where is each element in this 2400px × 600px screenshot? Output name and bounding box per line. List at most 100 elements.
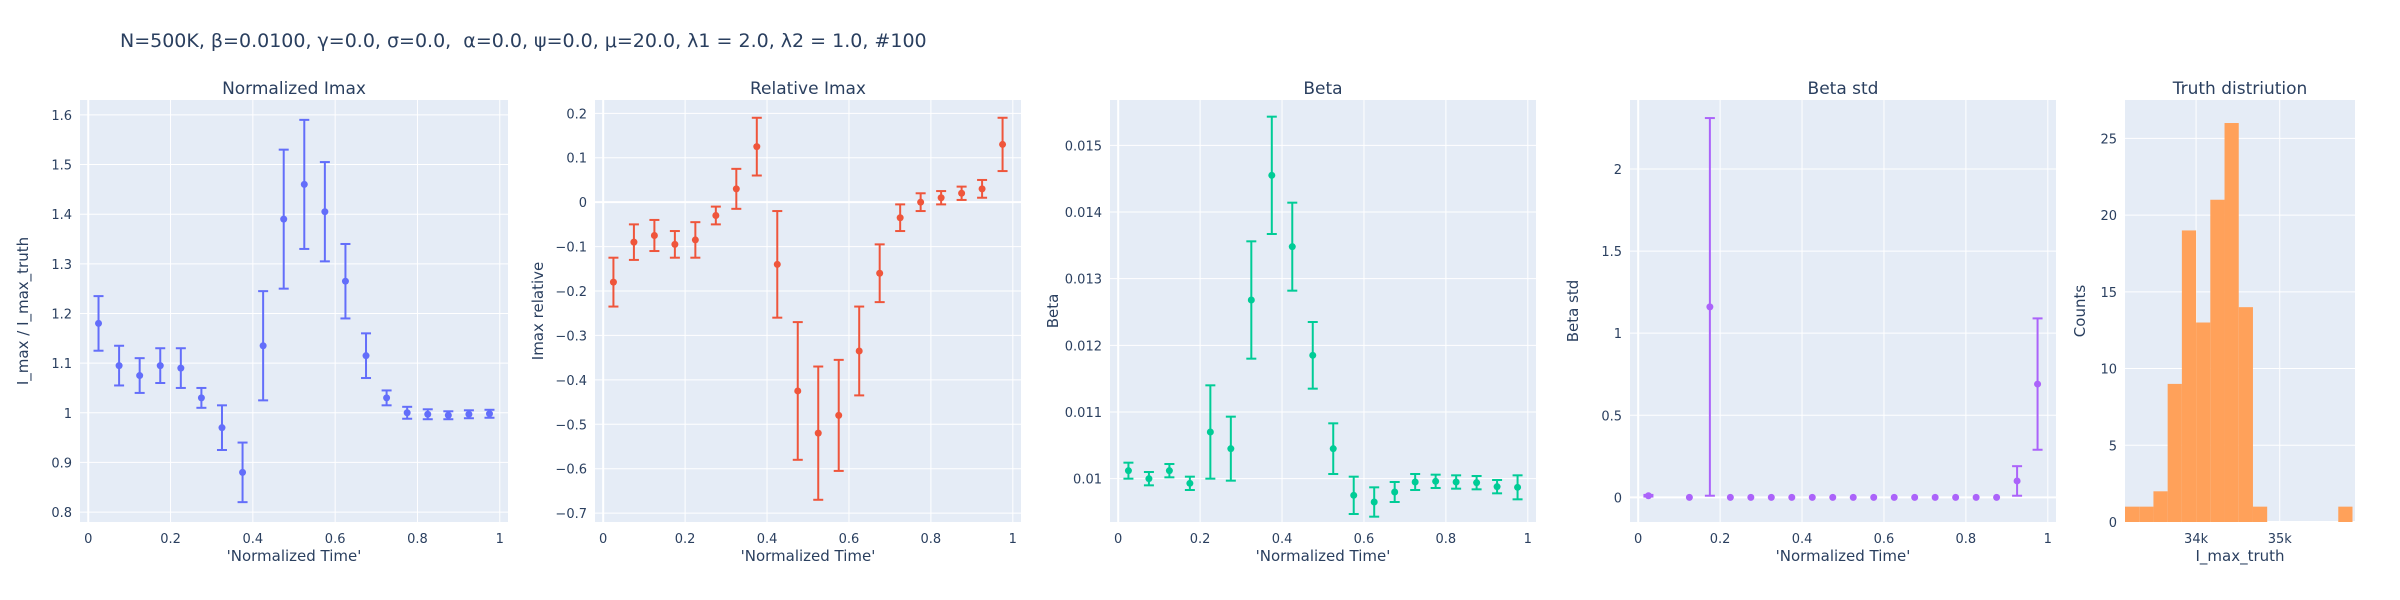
data-point — [485, 410, 493, 418]
histogram-bar — [2224, 123, 2239, 522]
x-tick-label: 0.6 — [325, 532, 346, 547]
y-axis-label: Imax relative — [529, 262, 547, 360]
data-point — [197, 394, 205, 402]
data-point — [1514, 483, 1522, 491]
data-point — [1493, 483, 1501, 491]
data-point — [732, 185, 740, 193]
x-tick-label: 0.6 — [839, 532, 860, 547]
y-tick-label: 0.8 — [51, 506, 72, 521]
y-tick-label: 0 — [1614, 491, 1622, 506]
y-tick-label: 1 — [1614, 327, 1622, 342]
data-point — [1206, 428, 1214, 436]
plot-area — [1630, 100, 2056, 522]
data-point — [1726, 493, 1734, 501]
y-tick-label: 0.013 — [1065, 273, 1102, 288]
x-axis-label: 'Normalized Time' — [741, 547, 876, 565]
x-tick-label: 0.8 — [921, 532, 942, 547]
data-point — [1870, 493, 1878, 501]
histogram-bar — [2238, 307, 2253, 522]
x-tick-label: 35k — [2268, 532, 2293, 547]
y-tick-label: 15 — [2100, 286, 2117, 301]
plot-area — [1110, 100, 1536, 522]
y-tick-label: 1.2 — [51, 307, 72, 322]
x-tick-label: 0.4 — [757, 532, 778, 547]
data-point — [1329, 445, 1337, 453]
figure-title: N=500K, β=0.0100, γ=0.0, σ=0.0, α=0.0, ψ… — [120, 30, 927, 52]
y-tick-label: −0.3 — [555, 329, 587, 344]
y-tick-label: 0 — [2109, 516, 2117, 531]
x-tick-label: 0.2 — [160, 532, 181, 547]
data-point — [177, 364, 185, 372]
plot-area — [80, 100, 508, 522]
data-point — [1432, 477, 1440, 485]
x-axis-label: 'Normalized Time' — [227, 547, 362, 565]
data-point — [1808, 493, 1816, 501]
y-tick-label: −0.2 — [555, 285, 587, 300]
y-tick-label: 25 — [2100, 132, 2117, 147]
y-tick-label: 0.1 — [566, 152, 587, 167]
histogram-bar — [2125, 506, 2140, 522]
histogram-bar — [2338, 506, 2353, 522]
data-point — [999, 140, 1007, 148]
y-tick-label: 0.5 — [1601, 409, 1622, 424]
data-point — [1890, 493, 1898, 501]
chart-title: Normalized Imax — [222, 79, 366, 99]
histogram-bar — [2210, 199, 2225, 522]
histogram-bar — [2181, 230, 2197, 522]
data-point — [1186, 479, 1194, 487]
y-tick-label: 0.012 — [1065, 339, 1102, 354]
y-axis-label: Counts — [2071, 285, 2089, 338]
chart-title: Beta — [1303, 79, 1342, 99]
data-point — [362, 352, 370, 360]
chart-title: Truth distriution — [2172, 79, 2308, 99]
x-tick-label: 0.4 — [243, 532, 264, 547]
y-tick-label: 2 — [1614, 163, 1622, 178]
data-point — [691, 236, 699, 244]
data-point — [95, 319, 103, 327]
histogram-bar — [2196, 322, 2211, 522]
x-tick-label: 0.8 — [1956, 532, 1977, 547]
chart-5: 0 5 10 15 20 25 34k 35k Truth distriution I_max_t… — [2071, 79, 2355, 566]
y-axis-label: Beta std — [1564, 280, 1582, 343]
data-point — [239, 468, 247, 476]
data-point — [978, 185, 986, 193]
y-axis-label: Beta — [1044, 294, 1062, 329]
data-point — [1993, 493, 2001, 501]
data-point — [1452, 478, 1460, 486]
data-point — [1952, 493, 1960, 501]
data-point — [280, 215, 288, 223]
data-point — [650, 231, 658, 239]
y-axis-label: I_max / I_max_truth — [14, 237, 33, 385]
y-tick-label: −0.1 — [555, 241, 587, 256]
data-point — [671, 240, 679, 248]
data-point — [1972, 493, 1980, 501]
data-point — [630, 238, 638, 246]
data-point — [218, 424, 226, 432]
data-point — [876, 269, 884, 277]
data-point — [1309, 351, 1317, 359]
x-axis-label: I_max_truth — [2195, 547, 2284, 566]
data-point — [1124, 467, 1132, 475]
data-point — [1165, 467, 1173, 475]
data-point — [1644, 492, 1652, 500]
data-point — [958, 189, 966, 197]
data-point — [156, 362, 164, 370]
data-point — [1145, 475, 1153, 483]
data-point — [1829, 493, 1837, 501]
data-point — [1849, 493, 1857, 501]
y-tick-label: −0.6 — [555, 463, 587, 478]
data-point — [1288, 243, 1296, 251]
y-tick-label: 10 — [2100, 363, 2117, 378]
y-tick-label: 0.011 — [1065, 406, 1102, 421]
chart-2: −0.7 −0.6 −0.5 −0.4 −0.3 −0.2 −0.1 0 0.1 0.2 0 0.2 0… — [529, 79, 1021, 565]
chart-3: 0.01 0.011 0.012 0.013 0.014 0.015 0 0.2 0.4 0.6 0… — [1044, 79, 1536, 565]
y-tick-label: −0.5 — [555, 418, 587, 433]
histogram-bar — [2153, 491, 2168, 522]
data-point — [1788, 493, 1796, 501]
x-axis-label: 'Normalized Time' — [1776, 547, 1911, 565]
y-tick-label: 0 — [579, 196, 587, 211]
data-point — [465, 410, 473, 418]
y-tick-label: 0.01 — [1073, 473, 1102, 488]
x-tick-label: 1 — [1009, 532, 1017, 547]
